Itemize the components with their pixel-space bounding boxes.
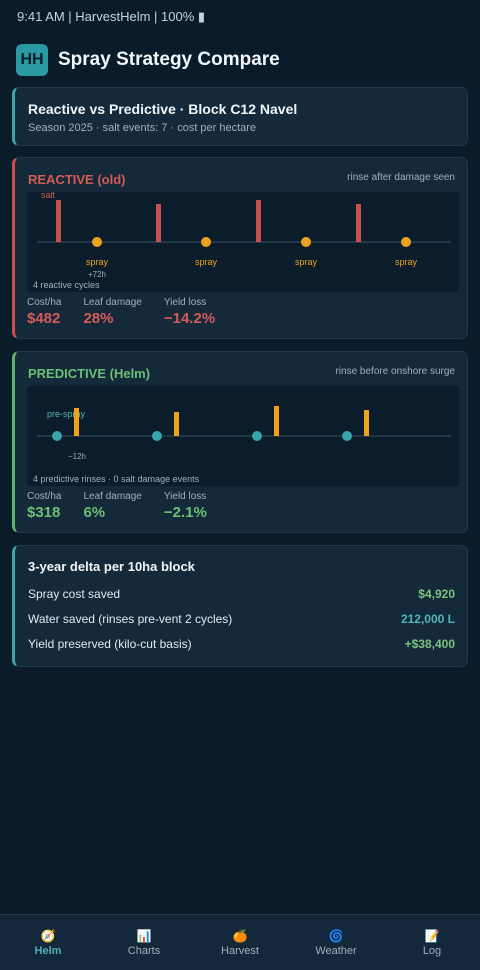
app-logo: HH (16, 44, 48, 76)
tab-label: Log (422, 945, 442, 957)
delta-value: 212,000 L (400, 612, 455, 626)
spray-label: spray (295, 257, 318, 267)
lag-label: +72h (88, 270, 106, 279)
metric-label: Cost/ha (27, 297, 62, 308)
spray-label: spray (395, 257, 418, 267)
metric-value: 6% (83, 504, 106, 521)
delta-card: 3-year delta per 10ha block Spray cost s… (12, 545, 468, 667)
spray-event-dot (201, 237, 211, 247)
reactive-note: rinse after damage seen (347, 172, 455, 183)
predictive-strategy-card: PREDICTIVE (Helm) rinse before onshore s… (12, 351, 468, 533)
delta-title: 3-year delta per 10ha block (28, 559, 195, 574)
status-bar: 9:41 AM | HarvestHelm | 100% ▮ (17, 9, 206, 24)
metric-yield-loss: Yield loss −2.1% (164, 491, 207, 521)
surge-bar (174, 412, 179, 436)
reactive-strategy-card: REACTIVE (old) rinse after damage seen s… (12, 157, 468, 339)
predictive-metrics: Cost/ha $318 Leaf damage 6% Yield loss −… (27, 491, 229, 521)
summary-card: Reactive vs Predictive · Block C12 Navel… (12, 87, 468, 146)
metric-value: −2.1% (163, 504, 207, 521)
orange-fruit-icon: 🍊 (232, 929, 248, 943)
salt-label: salt (41, 192, 56, 200)
reactive-title: REACTIVE (old) (28, 172, 126, 187)
surge-bar (274, 406, 279, 436)
delta-label: Yield preserved (kilo-cut basis) (28, 637, 192, 651)
metric-value: $482 (27, 310, 61, 327)
bar-chart-icon: 📊 (136, 929, 152, 943)
spray-label: spray (195, 257, 218, 267)
bottom-tab-bar: 🧭 Helm 📊 Charts 🍊 Harvest 🌀 Weather 📝 Lo… (0, 914, 480, 970)
pre-spray-dot (52, 431, 62, 441)
tab-label: Charts (127, 945, 161, 957)
metric-label: Yield loss (163, 491, 207, 502)
surge-bar (364, 410, 369, 436)
spray-event-dot (401, 237, 411, 247)
metric-leaf-damage: Leaf damage 28% (83, 297, 141, 327)
metric-label: Leaf damage (83, 297, 142, 308)
delta-row-yield: Yield preserved (kilo-cut basis) +$38,40… (28, 637, 455, 651)
app-header: HH Spray Strategy Compare (16, 44, 280, 76)
salt-event-bar (256, 200, 261, 242)
tab-weather[interactable]: 🌀 Weather (288, 915, 384, 970)
metric-label: Leaf damage (83, 491, 142, 502)
delta-value: $4,920 (418, 587, 455, 601)
delta-row-spray-cost: Spray cost saved $4,920 (28, 587, 455, 601)
timeline-footer: 4 reactive cycles (33, 280, 100, 290)
tab-harvest[interactable]: 🍊 Harvest (192, 915, 288, 970)
metric-cost: Cost/ha $482 (27, 297, 61, 327)
salt-event-bar (56, 200, 61, 242)
tab-helm[interactable]: 🧭 Helm (0, 915, 96, 970)
pre-spray-dot (342, 431, 352, 441)
summary-subtitle: Season 2025 · salt events: 7 · cost per … (28, 122, 257, 134)
reactive-timeline: salt spray spray spray spray +72h 4 reac… (27, 192, 459, 292)
predictive-note: rinse before onshore surge (335, 366, 455, 377)
metric-value: $318 (27, 504, 61, 521)
compass-icon: 🧭 (40, 929, 56, 943)
memo-icon: 📝 (424, 929, 440, 943)
tab-charts[interactable]: 📊 Charts (96, 915, 192, 970)
delta-value: +$38,400 (404, 637, 455, 651)
delta-row-water: Water saved (rinses pre-vent 2 cycles) 2… (28, 612, 455, 626)
delta-label: Spray cost saved (28, 587, 121, 601)
metric-label: Cost/ha (27, 491, 62, 502)
metric-value: 28% (83, 310, 114, 327)
cyclone-icon: 🌀 (328, 929, 344, 943)
pre-spray-dot (252, 431, 262, 441)
metric-leaf-damage: Leaf damage 6% (83, 491, 141, 521)
pre-spray-dot (152, 431, 162, 441)
metric-label: Yield loss (163, 297, 207, 308)
delta-label: Water saved (rinses pre-vent 2 cycles) (28, 612, 233, 626)
pre-spray-label: pre-spray (47, 409, 86, 419)
tab-label: Weather (315, 945, 357, 957)
metric-cost: Cost/ha $318 (27, 491, 61, 521)
spray-event-dot (301, 237, 311, 247)
summary-title: Reactive vs Predictive · Block C12 Navel (28, 101, 298, 117)
tab-log[interactable]: 📝 Log (384, 915, 480, 970)
tab-label: Harvest (221, 945, 259, 957)
salt-event-bar (356, 204, 361, 242)
tab-label: Helm (34, 945, 62, 957)
spray-event-dot (92, 237, 102, 247)
lead-label: −12h (68, 452, 86, 461)
spray-label: spray (86, 257, 109, 267)
reactive-metrics: Cost/ha $482 Leaf damage 28% Yield loss … (27, 297, 237, 327)
predictive-title: PREDICTIVE (Helm) (28, 366, 151, 381)
metric-yield-loss: Yield loss −14.2% (164, 297, 215, 327)
predictive-timeline: pre-spray −12h 4 predictive rinses · 0 s… (27, 386, 459, 486)
metric-value: −14.2% (163, 310, 216, 327)
salt-event-bar (156, 204, 161, 242)
timeline-footer: 4 predictive rinses · 0 salt damage even… (33, 474, 200, 484)
surge-bar (74, 408, 79, 436)
page-title: Spray Strategy Compare (58, 49, 280, 70)
